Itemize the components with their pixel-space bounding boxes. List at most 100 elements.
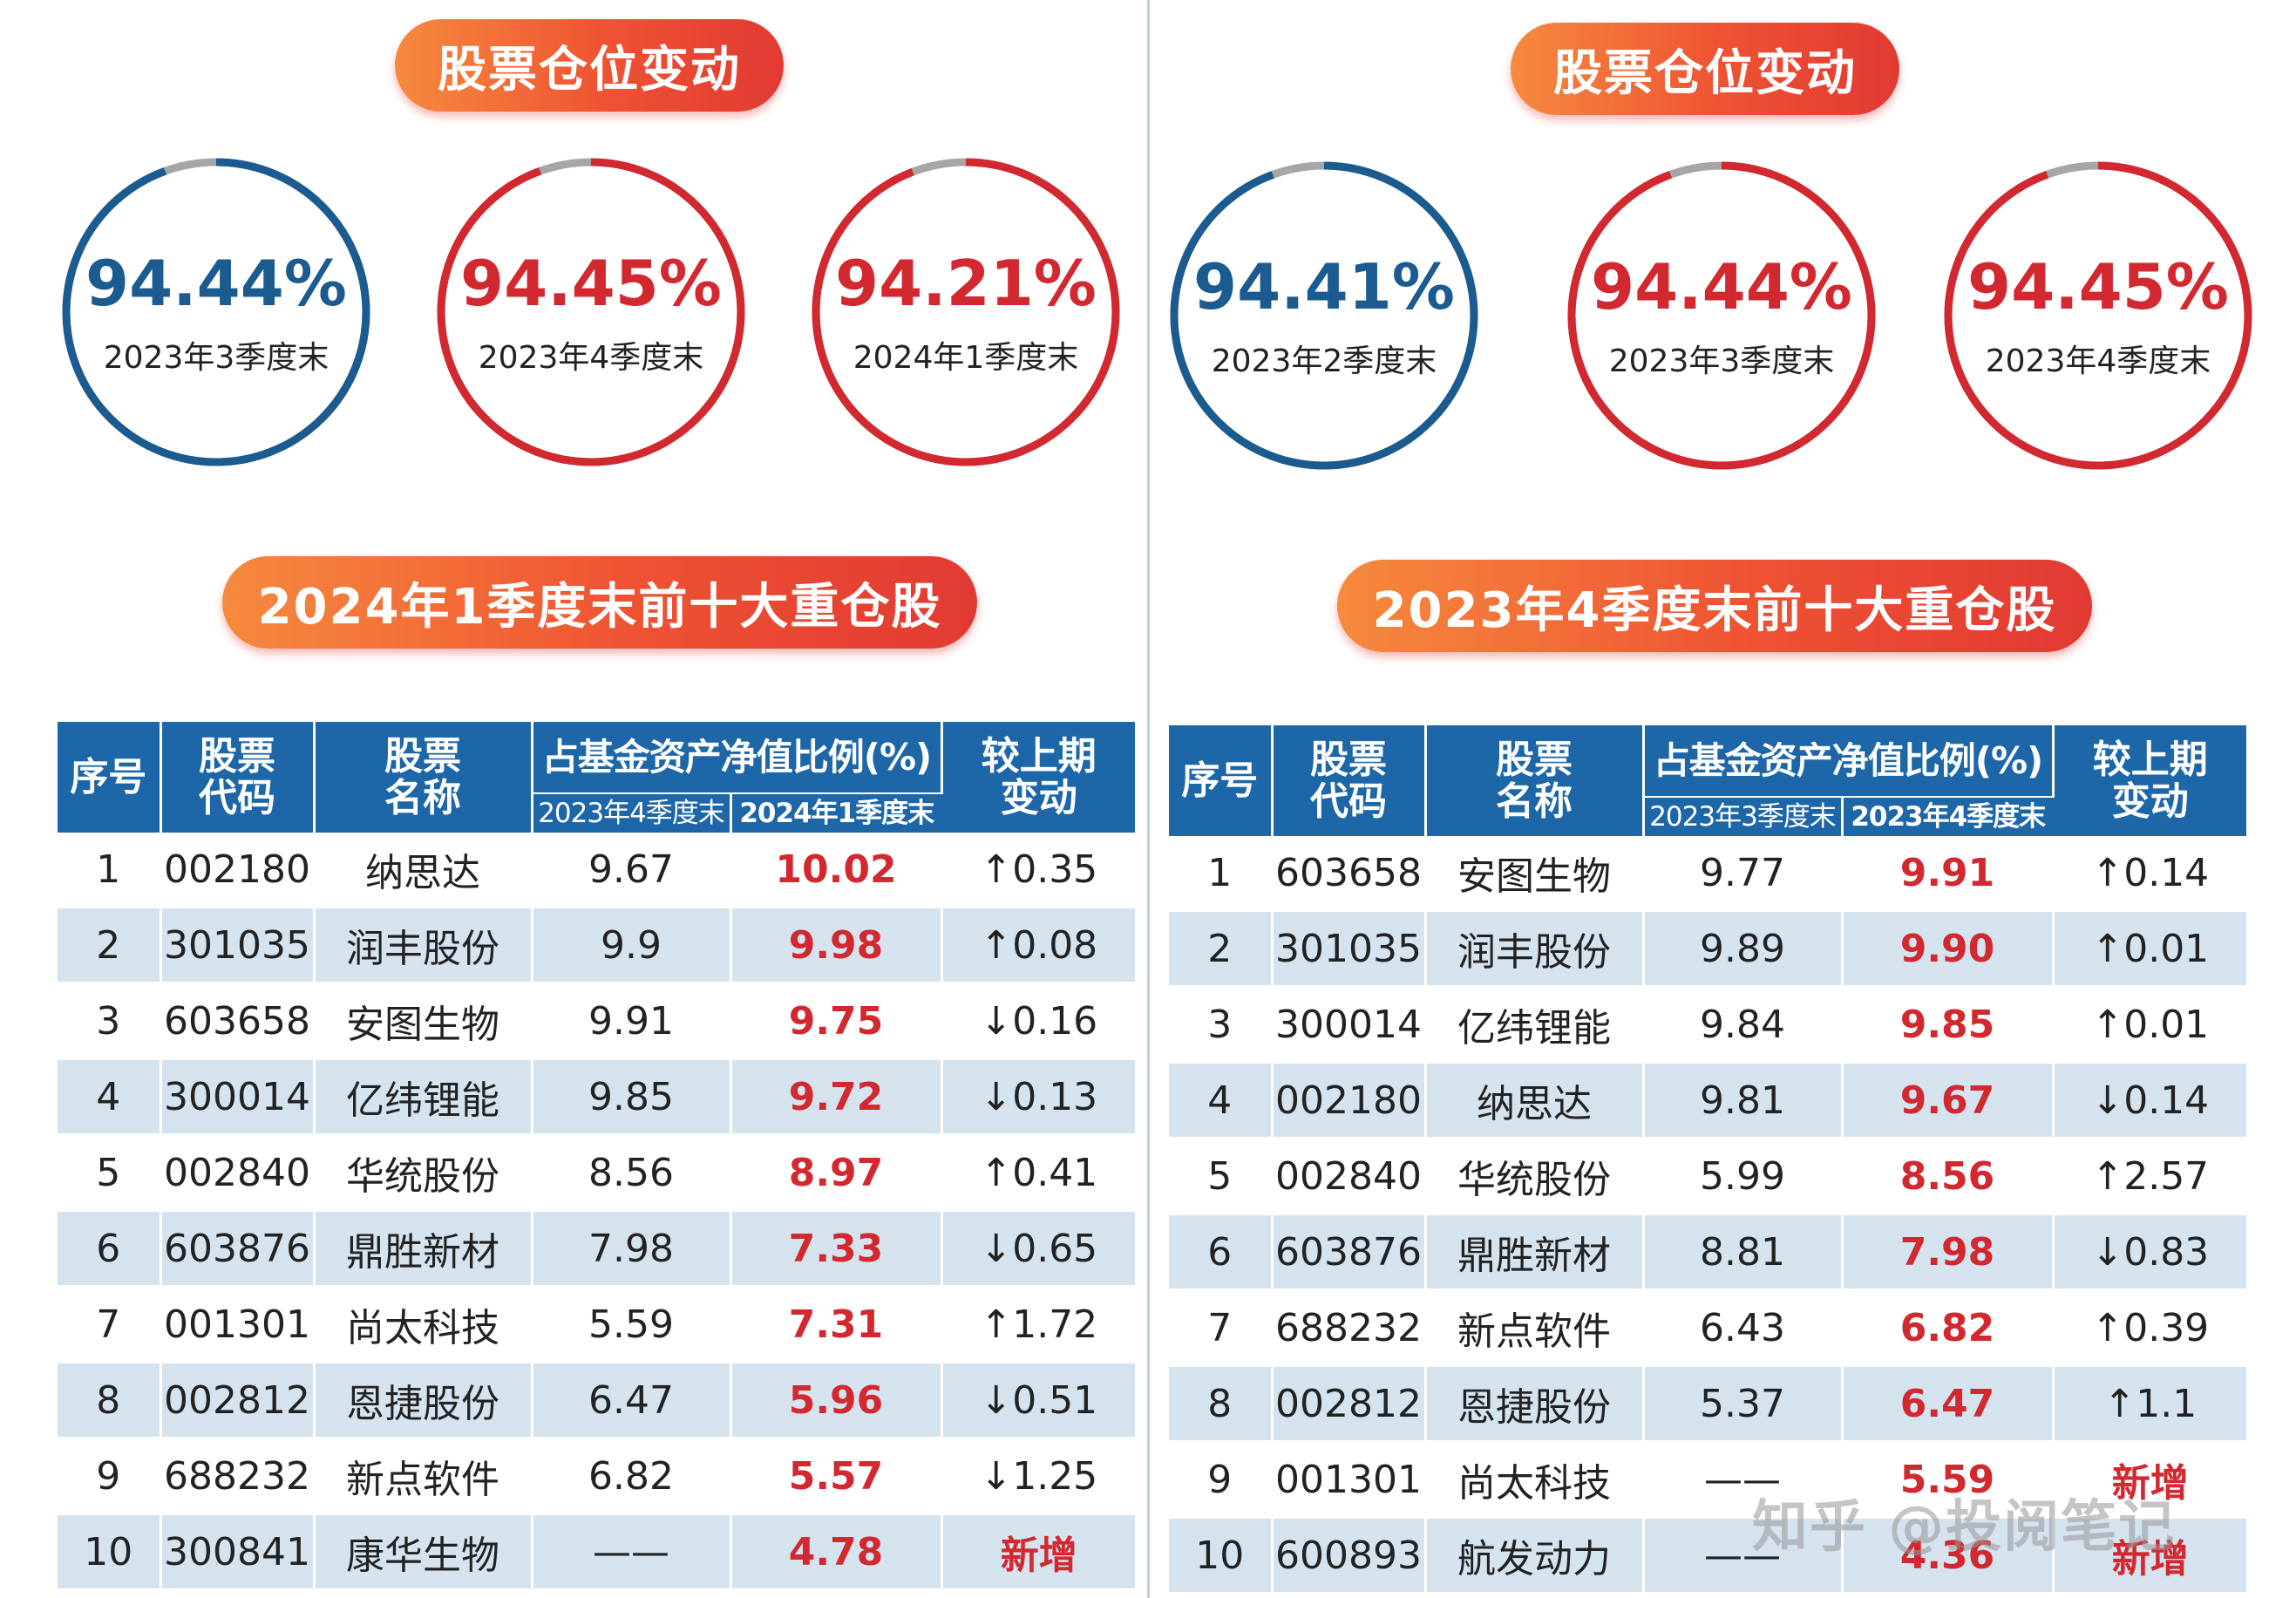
stock-name: 安图生物: [314, 983, 533, 1060]
quarter-label: 2024年1季度末: [853, 340, 1079, 376]
cur-ratio: 4.36: [1842, 1517, 2055, 1595]
header-change: 较上期变动: [2053, 725, 2247, 836]
row-number: 1: [1169, 836, 1274, 912]
row-number: 10: [58, 1513, 162, 1591]
top10-title: 2024年1季度末前十大重仓股: [222, 556, 977, 649]
prev-ratio: 6.82: [532, 1438, 732, 1515]
panel-divider: [1147, 0, 1150, 1598]
stock-name: 新点软件: [1425, 1289, 1645, 1367]
quarter-label: 2023年4季度末: [1985, 343, 2211, 379]
stock-name: 亿纬锂能: [314, 1058, 533, 1136]
table-row: 5 002840 华统股份 8.56 8.97 ↑0.41: [58, 1134, 1136, 1212]
table-row: 3 300014 亿纬锂能 9.84 9.85 ↑0.01: [1169, 986, 2247, 1064]
cur-ratio: 6.82: [1842, 1289, 2055, 1367]
stock-name: 纳思达: [1425, 1062, 1645, 1139]
table-row: 8 002812 恩捷股份 6.47 5.96 ↓0.51: [58, 1362, 1136, 1439]
header-prev-quarter: 2023年3季度末: [1643, 796, 1844, 836]
table-row: 3 603658 安图生物 9.91 9.75 ↓0.16: [58, 983, 1136, 1060]
progress-arc: [1944, 161, 2252, 470]
top10-title: 2023年4季度末前十大重仓股: [1337, 560, 2092, 652]
prev-ratio: 8.56: [532, 1134, 732, 1212]
stock-code: 603658: [1272, 836, 1427, 912]
header-prev-quarter: 2023年4季度末: [532, 792, 732, 833]
progress-arc: [812, 158, 1120, 466]
stock-name: 鼎胜新材: [314, 1210, 533, 1288]
prev-ratio: 9.77: [1643, 836, 1844, 912]
row-number: 10: [1169, 1517, 1274, 1595]
quarter-label: 2023年4季度末: [478, 340, 704, 376]
stock-name: 尚太科技: [314, 1286, 533, 1363]
prev-ratio: 9.81: [1643, 1062, 1844, 1139]
ratio-change: ↓0.14: [2053, 1062, 2247, 1139]
ratio-change: 新增: [2053, 1441, 2247, 1519]
ratio-change: ↓0.16: [941, 983, 1136, 1060]
row-number: 6: [1169, 1214, 1274, 1291]
ratio-change: ↑0.35: [941, 833, 1136, 908]
position-percent: 94.45%: [1967, 250, 2229, 323]
position-circle: 94.44% 2023年3季度末: [1565, 159, 1878, 473]
stock-code: 300014: [1272, 986, 1427, 1064]
progress-arc: [1567, 161, 1876, 470]
cur-ratio: 8.56: [1842, 1138, 2055, 1215]
progress-arc: [437, 158, 745, 466]
progress-arc: [1170, 161, 1478, 470]
header-cur-quarter: 2024年1季度末: [730, 792, 942, 833]
position-circle: 94.21% 2024年1季度末: [809, 155, 1123, 469]
header-ratio: 占基金资产净值比例(%): [1643, 725, 2055, 797]
row-number: 4: [58, 1058, 162, 1136]
stock-name: 纳思达: [314, 833, 533, 908]
row-number: 8: [1169, 1365, 1274, 1443]
ratio-change: 新增: [941, 1513, 1136, 1591]
stock-code: 002840: [1272, 1138, 1427, 1215]
stock-name: 康华生物: [314, 1513, 533, 1591]
cur-ratio: 9.67: [1842, 1062, 2055, 1139]
progress-ring: [1567, 161, 1876, 470]
ratio-change: ↓0.51: [941, 1362, 1136, 1439]
progress-ring: [62, 158, 370, 466]
row-number: 5: [1169, 1138, 1274, 1215]
stock-name: 恩捷股份: [1425, 1365, 1645, 1443]
stock-code: 002180: [1272, 1062, 1427, 1139]
table-row: 2 301035 润丰股份 9.9 9.98 ↑0.08: [58, 907, 1136, 984]
prev-ratio: 9.85: [532, 1058, 732, 1136]
cur-ratio: 9.85: [1842, 986, 2055, 1064]
row-number: 8: [58, 1362, 162, 1439]
right-panel: 股票仓位变动 94.41% 2023年2季度末 94.44% 2023年3季度末…: [1150, 0, 2296, 1598]
cur-ratio: 9.72: [730, 1058, 943, 1136]
ratio-change: ↓0.13: [941, 1058, 1136, 1136]
position-circle: 94.45% 2023年4季度末: [434, 155, 748, 469]
position-percent: 94.41%: [1193, 250, 1455, 323]
position-circle: 94.41% 2023年2季度末: [1167, 159, 1481, 473]
table-row: 5 002840 华统股份 5.99 8.56 ↑2.57: [1169, 1138, 2247, 1215]
left-panel: 股票仓位变动 94.44% 2023年3季度末 94.45% 2023年4季度末…: [0, 0, 1147, 1598]
stock-code: 300014: [160, 1058, 316, 1136]
prev-ratio: 7.98: [532, 1210, 732, 1288]
stock-name: 安图生物: [1425, 836, 1645, 912]
cur-ratio: 5.59: [1842, 1441, 2055, 1519]
stock-name: 华统股份: [314, 1134, 533, 1212]
cur-ratio: 7.33: [730, 1210, 943, 1288]
stock-code: 603876: [160, 1210, 316, 1288]
ratio-change: ↑0.39: [2053, 1289, 2247, 1367]
prev-ratio: 6.47: [532, 1362, 732, 1439]
ratio-change: ↑0.01: [2053, 910, 2247, 988]
position-change-title: 股票仓位变动: [395, 19, 784, 112]
position-percent: 94.45%: [460, 247, 722, 320]
row-number: 5: [58, 1134, 162, 1212]
stock-code: 002180: [160, 833, 316, 908]
ratio-change: ↑0.08: [941, 907, 1136, 984]
row-number: 9: [1169, 1441, 1274, 1519]
ratio-change: ↑1.72: [941, 1286, 1136, 1363]
position-circle: 94.44% 2023年3季度末: [59, 155, 373, 469]
top10-table: 序号 股票代码 股票名称 占基金资产净值比例(%) 较上期变动 2023年3季度…: [1169, 725, 2247, 1595]
ratio-change: 新增: [2053, 1517, 2247, 1595]
table-row: 9 001301 尚太科技 —— 5.59 新增: [1169, 1441, 2247, 1519]
header-cur-quarter: 2023年4季度末: [1842, 796, 2054, 836]
cur-ratio: 9.90: [1842, 910, 2055, 988]
prev-ratio: 6.43: [1643, 1289, 1844, 1367]
ratio-change: ↑0.14: [2053, 836, 2247, 912]
ratio-change: ↑1.1: [2053, 1365, 2247, 1443]
quarter-label: 2023年3季度末: [103, 340, 329, 376]
table-row: 6 603876 鼎胜新材 8.81 7.98 ↓0.83: [1169, 1214, 2247, 1291]
header-code: 股票代码: [160, 722, 316, 833]
